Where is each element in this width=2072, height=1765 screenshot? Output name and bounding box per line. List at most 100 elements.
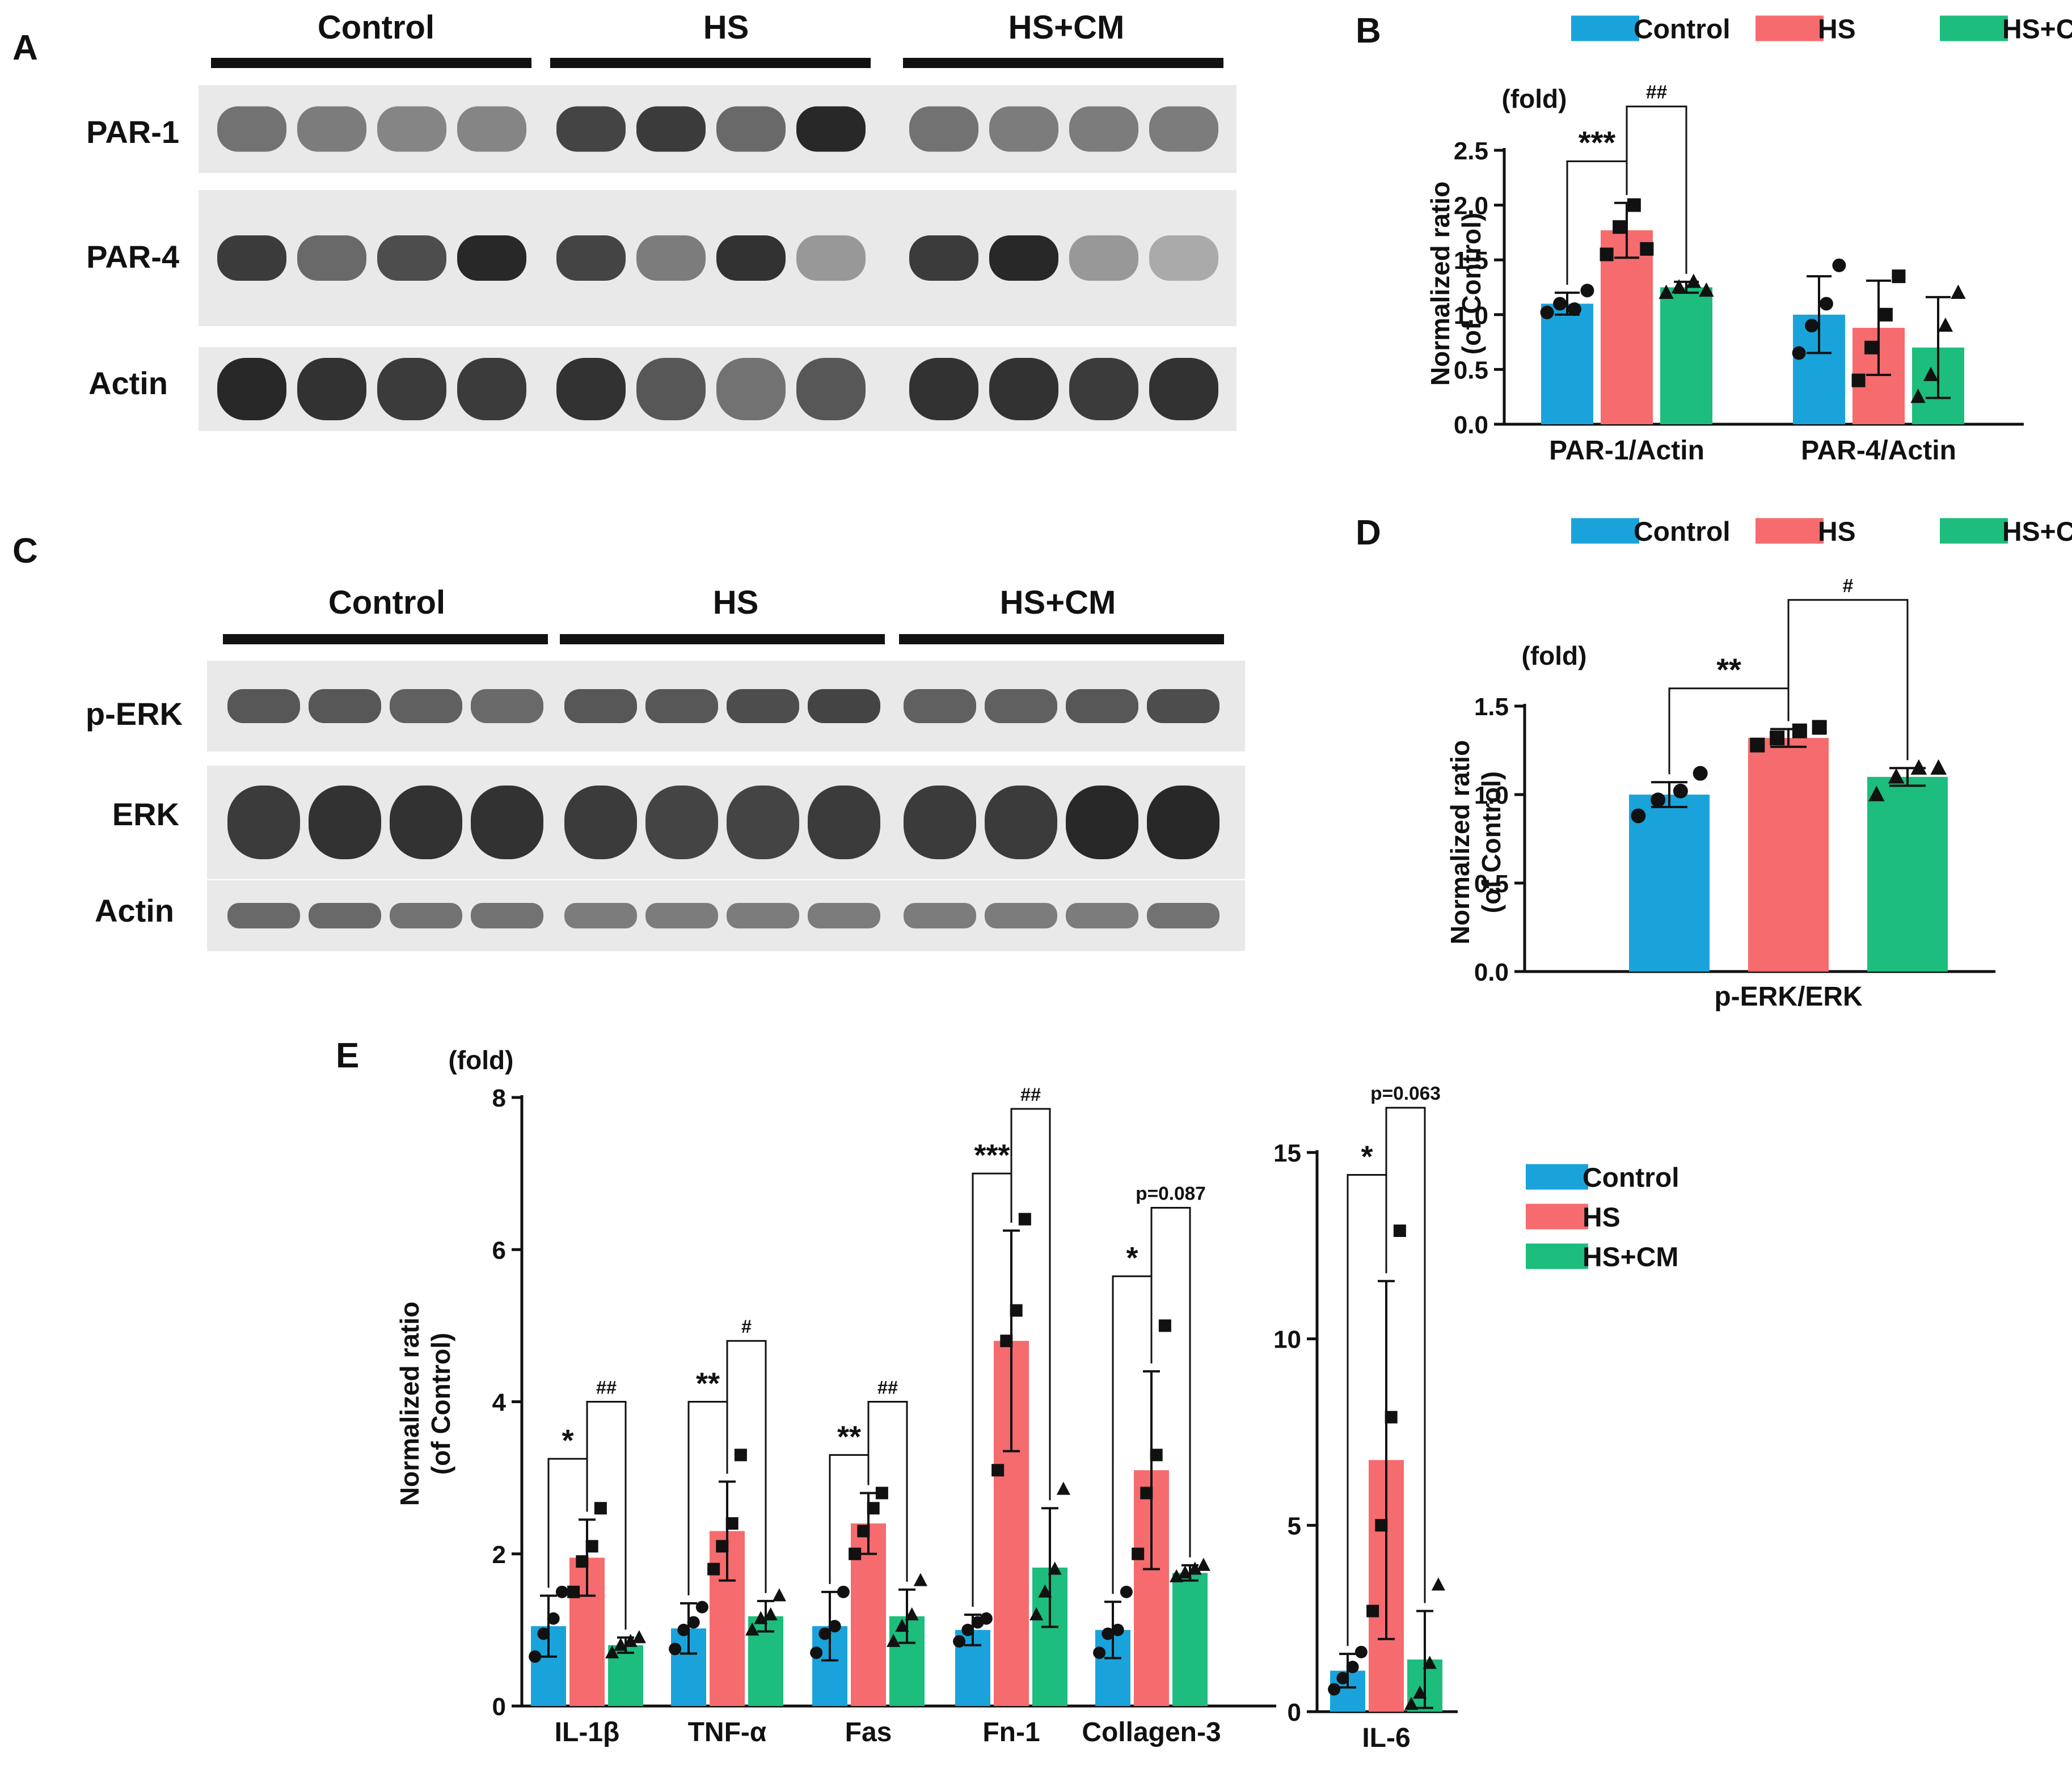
blot-a-band-0-10 — [1069, 106, 1138, 152]
chart-e-il6-point-0-2-0 — [1404, 1696, 1419, 1710]
blot-c-band-0-11 — [1147, 689, 1219, 723]
chart-e-point-4-2-1 — [1178, 1565, 1192, 1579]
chart-b-ytick-label-5: 2.5 — [1454, 137, 1488, 165]
chart-b-point-1-2-1 — [1923, 366, 1939, 381]
chart-e-category-label-3: Fn-1 — [982, 1717, 1040, 1747]
chart-b-bar-0-0 — [1541, 303, 1593, 424]
chart-e-point-0-1-1 — [576, 1555, 589, 1568]
chart-e-point-3-0-0 — [953, 1635, 966, 1648]
blot-c-band-0-8 — [904, 689, 976, 723]
chart-e-sig-label-5: ## — [877, 1378, 898, 1398]
chart-d-point-0-2-0 — [1868, 786, 1885, 801]
blot-a-band-1-0 — [217, 235, 286, 281]
chart-e-point-3-1-2 — [1010, 1304, 1023, 1317]
blot-c-group-hs: HS — [713, 584, 759, 621]
chart-d-point-0-0-2 — [1673, 783, 1688, 799]
chart-e-point-2-2-2 — [905, 1607, 919, 1620]
blot-c-label-1: ERK — [112, 796, 179, 832]
blot-c-band-2-1 — [309, 903, 381, 928]
blot-c-band-2-6 — [727, 903, 799, 928]
chart-b-point-0-2-2 — [1686, 273, 1702, 288]
chart-e-il6-point-0-2-3 — [1431, 1577, 1445, 1591]
blot-c-band-0-9 — [985, 689, 1057, 723]
panel-letter-d: D — [1356, 513, 1381, 552]
blot-a-band-2-5 — [636, 358, 706, 420]
blot-c-band-1-7 — [808, 786, 880, 859]
blot-c-band-2-9 — [985, 903, 1057, 928]
chart-d-bar-0-0 — [1629, 795, 1710, 972]
chart-b-bracket-1 — [1626, 105, 1687, 274]
chart-e-point-0-0-0 — [529, 1650, 542, 1663]
chart-e-il6-ytick-label-1: 5 — [1288, 1512, 1301, 1540]
chart-e-il6-point-0-1-1 — [1375, 1519, 1388, 1532]
blot-a-band-2-7 — [796, 358, 866, 420]
chart-e-sig-label-8: * — [1126, 1241, 1138, 1275]
chart-b-ylabel-line1: Normalized ratio — [1425, 181, 1455, 386]
chart-e-il6-ytick-label-0: 0 — [1288, 1699, 1301, 1726]
blot-a-bar-control — [211, 58, 531, 68]
blot-a-band-1-2 — [377, 235, 446, 281]
chart-e-category-label-0: IL-1β — [555, 1717, 620, 1747]
chart-b-ylabel-line2: (of Control) — [1457, 213, 1486, 354]
chart-d-point-0-0-3 — [1693, 766, 1708, 781]
blot-a-band-2-3 — [457, 358, 526, 420]
chart-d-point-0-2-1 — [1888, 768, 1905, 784]
chart-e-point-0-1-3 — [594, 1502, 607, 1515]
chart-e-sig-label-0: * — [562, 1424, 573, 1458]
blot-c-band-1-4 — [564, 786, 637, 859]
chart-b-point-1-0-0 — [1792, 346, 1806, 360]
blot-a-band-0-5 — [636, 106, 706, 152]
chart-e-point-4-0-1 — [1102, 1627, 1115, 1640]
chart-e-il6-point-0-1-2 — [1385, 1411, 1398, 1424]
blot-a-group-hs: HS — [703, 9, 749, 46]
chart-e-point-2-2-3 — [913, 1573, 927, 1586]
chart-b-point-1-0-2 — [1819, 297, 1833, 311]
blot-a-band-0-7 — [796, 106, 866, 152]
chart-e-point-1-2-3 — [772, 1588, 786, 1602]
chart-e-point-4-0-0 — [1093, 1646, 1106, 1660]
chart-d-point-0-2-3 — [1930, 759, 1947, 775]
blot-c-band-2-2 — [390, 903, 462, 928]
chart-e-main: E (fold) Normalized ratio (of Control) 0… — [336, 1036, 1276, 1747]
blot-c-band-0-2 — [390, 689, 462, 723]
chart-e-point-2-1-3 — [875, 1487, 888, 1500]
chart-e-il6-legend-label-0: Control — [1583, 1163, 1679, 1193]
chart-e-point-3-2-2 — [1048, 1561, 1062, 1575]
chart-b-point-0-2-0 — [1659, 284, 1674, 299]
blot-c-band-2-0 — [227, 903, 300, 928]
blot-c-band-0-7 — [808, 689, 880, 723]
chart-e-il6-point-0-2-2 — [1423, 1656, 1437, 1669]
chart-d-legend-label-1: HS — [1818, 517, 1856, 547]
chart-b-point-1-1-2 — [1879, 307, 1893, 322]
chart-e-point-0-0-1 — [537, 1627, 550, 1640]
chart-b-sig-label-0: *** — [1579, 124, 1616, 160]
chart-b-point-0-1-0 — [1600, 247, 1614, 261]
chart-e-point-1-0-3 — [695, 1601, 708, 1614]
blot-c-band-2-8 — [904, 903, 976, 928]
blot-a-band-1-1 — [297, 235, 366, 281]
chart-b-point-0-2-3 — [1699, 282, 1714, 297]
chart-e-il6-bracket-1 — [1385, 1107, 1426, 1603]
chart-e-sig-label-7: ## — [1020, 1084, 1041, 1105]
chart-e-bar-4-2 — [1172, 1573, 1208, 1706]
blot-c-band-0-0 — [227, 689, 300, 723]
chart-d-legend-swatch-2 — [1940, 518, 2008, 544]
blot-a-band-2-9 — [989, 358, 1058, 420]
chart-e-ytick-label-0: 0 — [492, 1693, 506, 1721]
chart-e-point-4-1-1 — [1140, 1487, 1153, 1500]
chart-b-point-0-0-1 — [1553, 297, 1567, 311]
blot-a-group-control: Control — [318, 9, 434, 46]
blot-a-label-1: PAR-4 — [86, 239, 179, 275]
chart-e-ytick-label-3: 6 — [492, 1236, 506, 1264]
chart-e-point-0-2-1 — [614, 1637, 628, 1651]
chart-e-point-2-2-0 — [887, 1633, 901, 1647]
chart-e-category-label-2: Fas — [845, 1717, 892, 1747]
chart-d-ytick-label-2: 1.0 — [1474, 782, 1509, 809]
chart-e-point-3-1-3 — [1018, 1213, 1031, 1226]
blot-a-bar-hscm — [903, 58, 1223, 68]
chart-b-point-0-1-3 — [1640, 242, 1654, 256]
chart-b-point-1-1-3 — [1892, 269, 1906, 284]
chart-d-category-label-0: p-ERK/ERK — [1714, 982, 1863, 1012]
chart-e-sig-label-6: *** — [974, 1138, 1010, 1172]
chart-e-category-label-1: TNF-α — [688, 1717, 767, 1747]
